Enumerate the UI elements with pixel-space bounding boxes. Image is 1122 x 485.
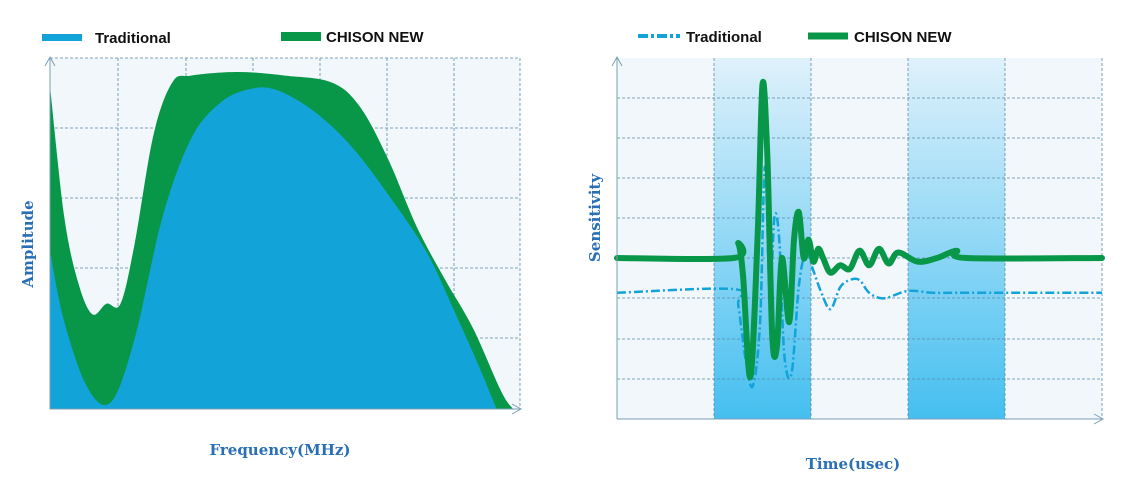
right-axes [611, 55, 1105, 425]
right-y-axis-label: Sensitivity [586, 173, 604, 262]
right-legend-label-chison: CHISON NEW [854, 29, 952, 46]
right-x-axis-label: Time(usec) [806, 455, 901, 473]
left-series [50, 72, 513, 409]
left-legend-swatch-chison [281, 32, 321, 41]
frequency-chart: Traditional CHISON NEW Frequency(MHz) Am… [19, 29, 523, 459]
left-axes [44, 55, 523, 415]
left-legend-label-chison: CHISON NEW [326, 29, 424, 46]
right-y-axis-arrow [611, 55, 623, 67]
right-plot-background [617, 58, 1102, 419]
left-legend: Traditional CHISON NEW [42, 29, 424, 47]
right-legend: Traditional CHISON NEW [638, 29, 952, 46]
left-y-axis-arrow [44, 55, 56, 67]
left-legend-label-traditional: Traditional [95, 30, 171, 47]
left-area-traditional [50, 87, 497, 409]
left-y-axis-label: Amplitude [19, 200, 37, 288]
right-line-chison-new [614, 78, 1105, 380]
left-legend-swatch-traditional [42, 34, 82, 41]
right-legend-label-traditional: Traditional [686, 29, 762, 46]
right-highlight-band-2 [908, 58, 1005, 419]
right-series [614, 78, 1105, 389]
sensitivity-chart: Traditional CHISON NEW Time(usec) Sensit… [586, 29, 1105, 473]
left-x-axis-label: Frequency(MHz) [209, 441, 350, 459]
right-x-axis-arrow [1093, 413, 1105, 425]
left-x-axis-arrow [511, 403, 523, 415]
right-line-traditional [616, 165, 1102, 389]
